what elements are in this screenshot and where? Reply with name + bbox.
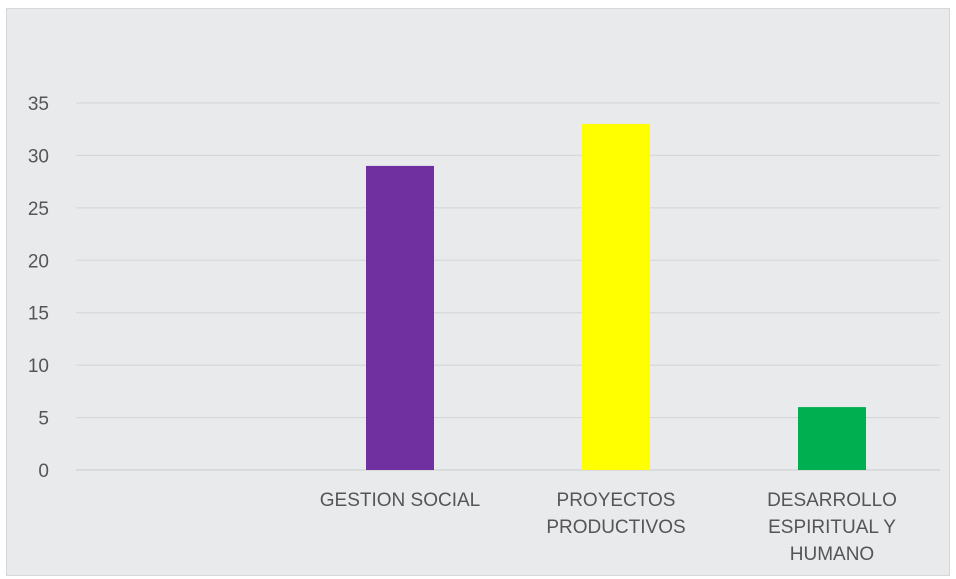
- bar: [366, 165, 434, 470]
- y-tick-label: 30: [28, 146, 49, 167]
- x-tick-label-line: PROYECTOS: [557, 490, 676, 511]
- x-tick-label-line: ESPIRITUAL Y: [768, 517, 896, 538]
- x-tick-label-line: DESARROLLO: [767, 490, 897, 511]
- x-tick-label: DESARROLLO ESPIRITUAL Y HUMANO: [767, 490, 897, 565]
- y-tick-label: 35: [28, 94, 49, 115]
- bar: [582, 123, 650, 470]
- bar: [798, 407, 866, 470]
- x-axis-labels: GESTION SOCIAL PROYECTOS PRODUCTIVOS DESARR…: [320, 490, 897, 565]
- gridlines: [76, 102, 940, 471]
- y-tick-label: 10: [28, 356, 49, 377]
- x-tick-label: GESTION SOCIAL: [320, 490, 480, 511]
- y-tick-label: 0: [38, 461, 49, 482]
- x-tick-label-line: HUMANO: [790, 544, 874, 565]
- bars: [366, 123, 866, 470]
- x-tick-label-line: PRODUCTIVOS: [546, 517, 685, 538]
- y-tick-label: 15: [28, 304, 49, 325]
- x-tick-label: PROYECTOS PRODUCTIVOS: [546, 490, 685, 538]
- y-tick-label: 25: [28, 199, 49, 220]
- y-axis-ticks: 0 5 10 15 20 25 30 35: [28, 94, 49, 482]
- x-tick-label-line: GESTION SOCIAL: [320, 490, 480, 511]
- y-tick-label: 5: [38, 409, 49, 430]
- y-tick-label: 20: [28, 251, 49, 272]
